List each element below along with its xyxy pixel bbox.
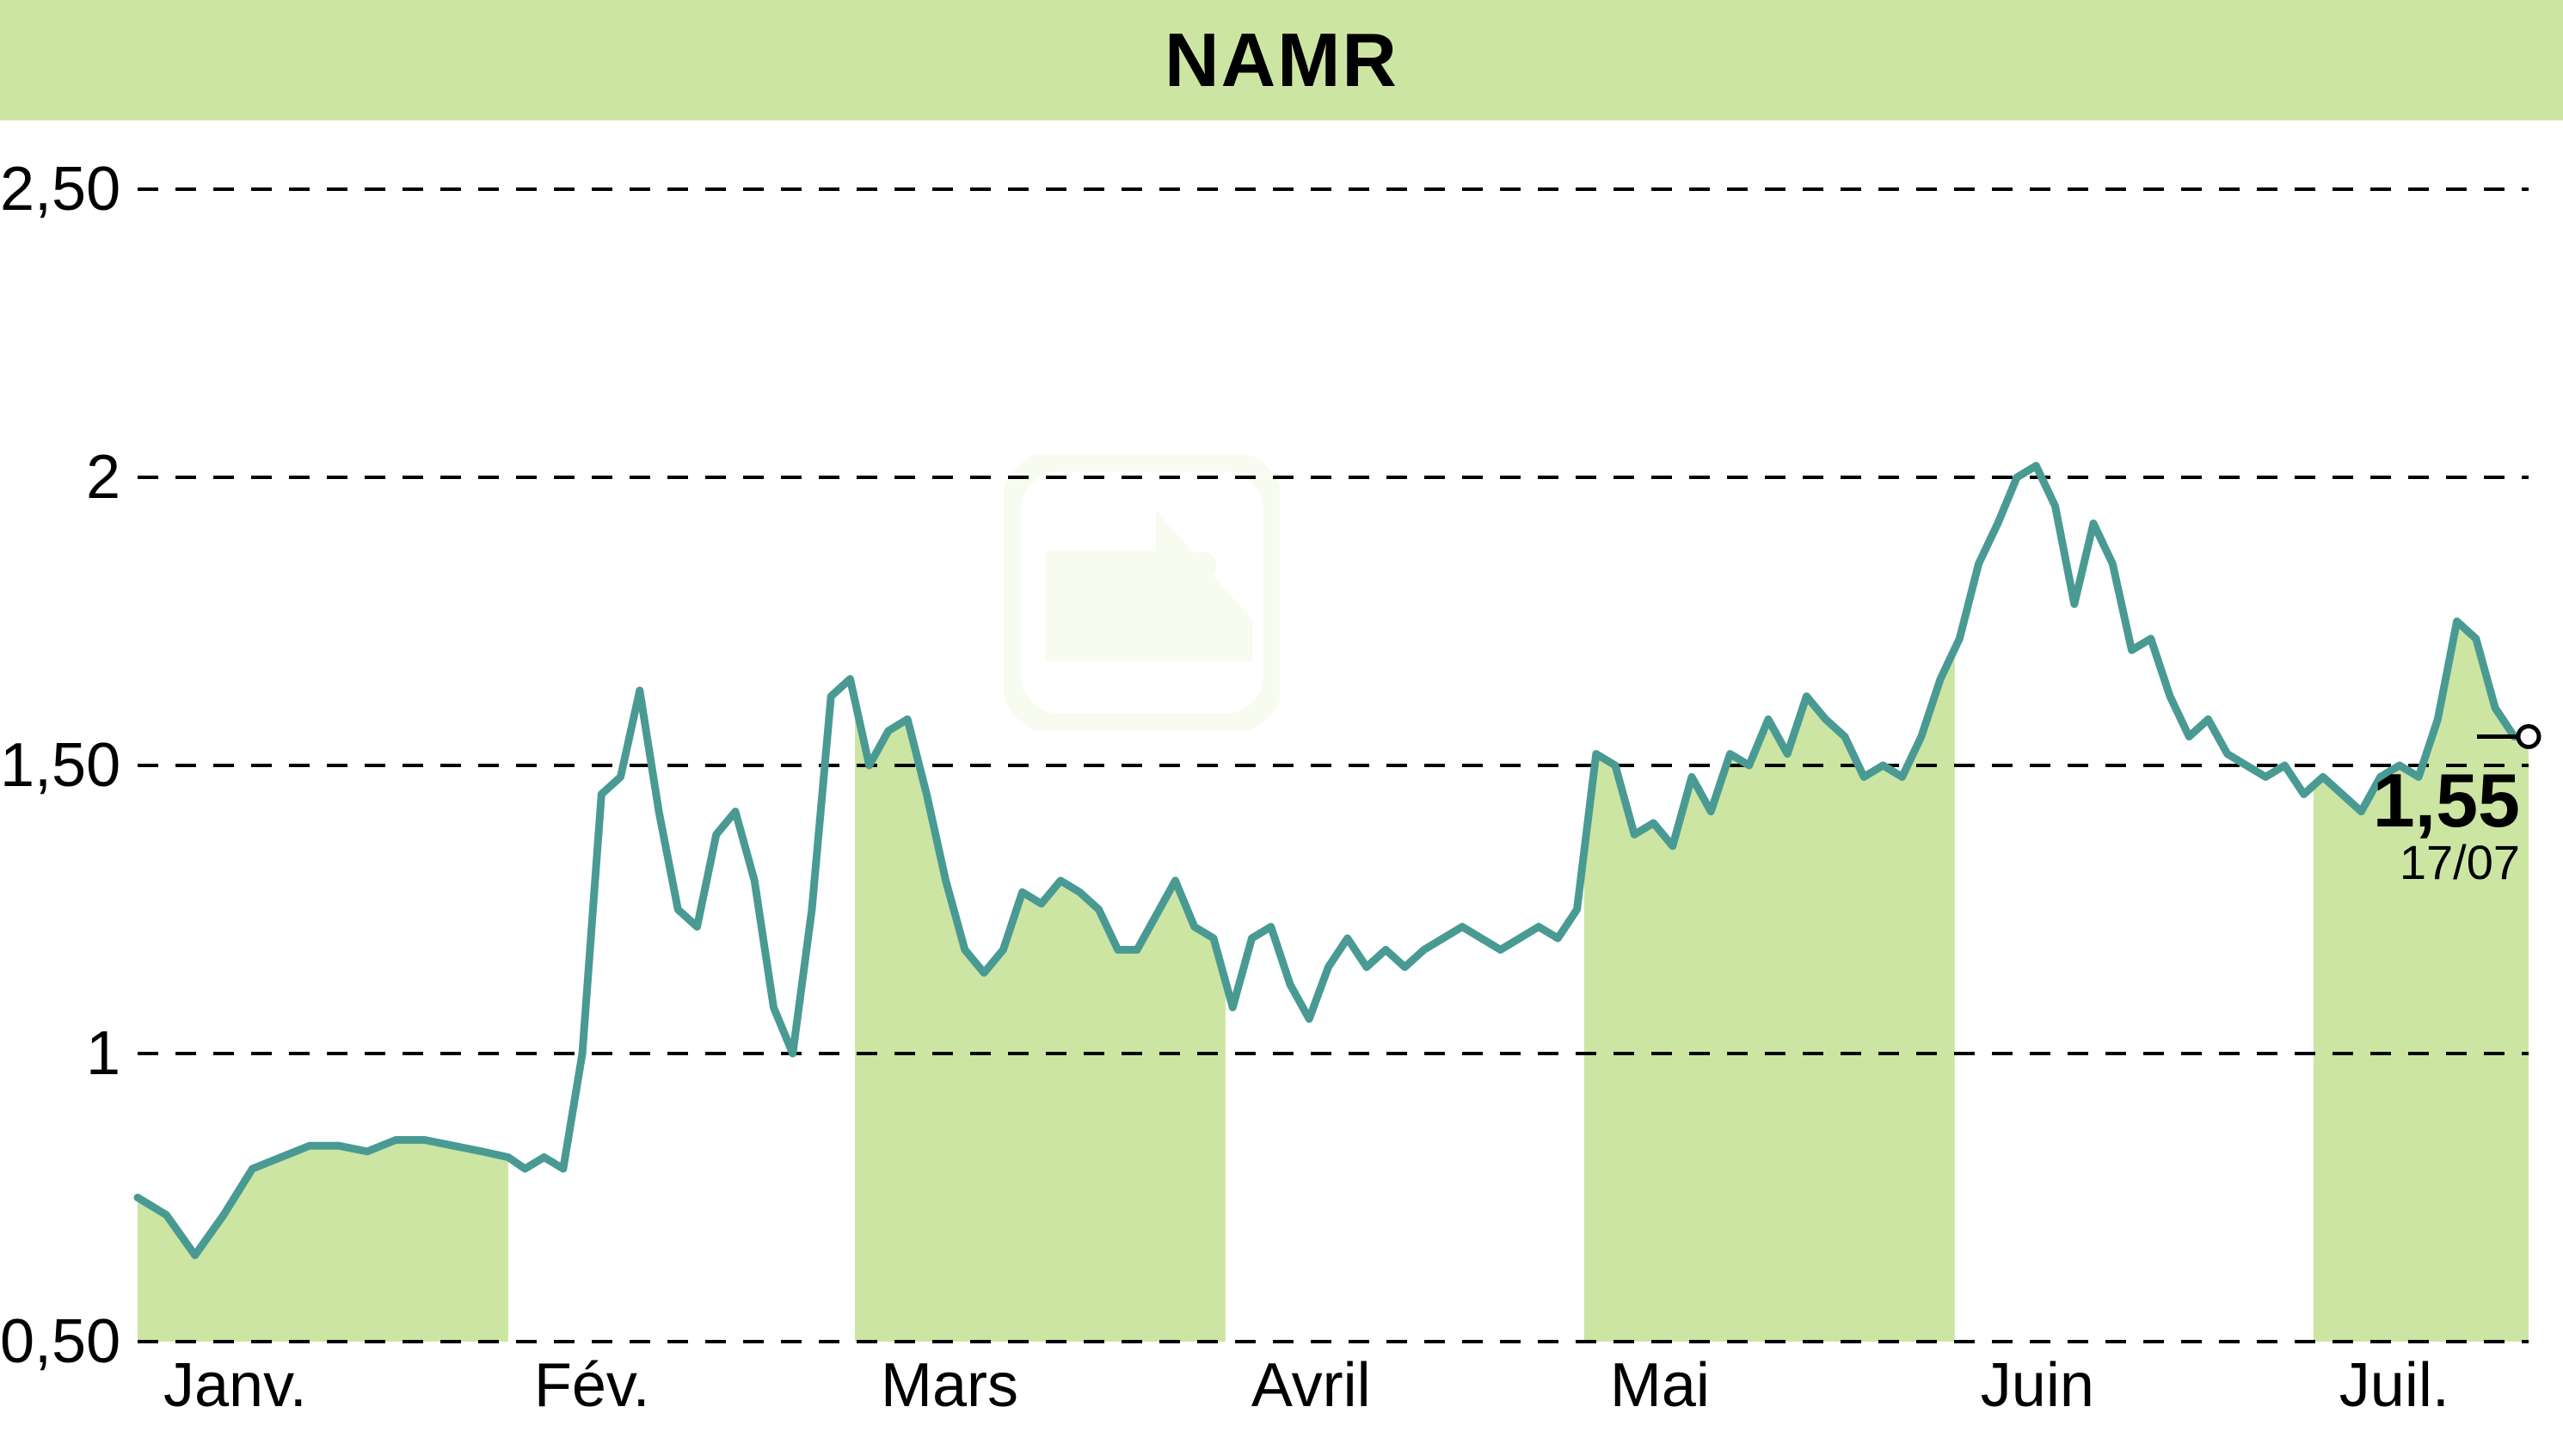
chart-plot [0,0,2563,1456]
x-tick-label: Janv. [163,1350,307,1421]
current-date: 17/07 [2373,839,2520,887]
x-tick-label: Mars [881,1350,1018,1421]
y-tick-label: 2,50 [0,154,120,224]
y-tick-label: 1,50 [0,730,120,801]
x-tick-label: Juil. [2339,1350,2449,1421]
y-tick-label: 0,50 [0,1306,120,1377]
x-tick-label: Juin [1981,1350,2094,1421]
x-tick-label: Mai [1610,1350,1710,1421]
chart-container: NAMR 0,5011,5022,50 Janv.Fév.MarsAvrilMa… [0,0,2563,1456]
x-tick-label: Fév. [534,1350,650,1421]
current-value-box: 1,55 17/07 [2373,763,2520,887]
current-value: 1,55 [2373,763,2520,839]
y-tick-label: 2 [0,442,120,513]
y-tick-label: 1 [0,1018,120,1089]
x-tick-label: Avril [1251,1350,1371,1421]
